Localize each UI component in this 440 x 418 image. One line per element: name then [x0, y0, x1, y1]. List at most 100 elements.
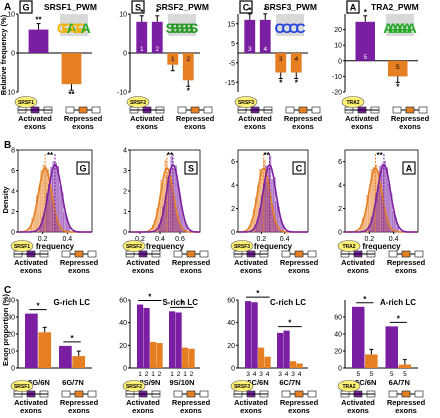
protein-bubble: [230, 240, 254, 252]
repressed-exons-label: Repressed: [172, 398, 211, 407]
data-bar: [264, 356, 271, 368]
significance-marker: **: [377, 151, 384, 160]
bar-number-label: 5: [390, 371, 394, 378]
data-bar: [25, 313, 38, 368]
pictogram-exon: [87, 250, 97, 258]
y-tick-label: -5: [229, 60, 235, 67]
significance-marker: *: [70, 334, 74, 343]
data-bar: [188, 348, 195, 368]
exons-word: exons: [24, 122, 46, 131]
exons-word: exons: [288, 406, 310, 415]
panel-letter-box: [76, 161, 90, 175]
y-tick-label: 20: [334, 27, 342, 34]
pictogram-repressed-exon: [78, 106, 88, 114]
exons-word: exons: [132, 266, 154, 275]
panel-title: SRSF1_PWM: [44, 2, 97, 12]
logo-letter: G: [62, 20, 73, 36]
histogram-bar: [168, 180, 171, 233]
pictogram-exon: [285, 106, 295, 114]
pictogram-exon: [311, 106, 321, 114]
panel-title: SRSF3_PWM: [264, 2, 317, 12]
logo-letter: G: [57, 20, 68, 36]
data-bar: [244, 19, 256, 54]
exons-word: exons: [20, 406, 42, 415]
histogram-bar: [45, 193, 48, 233]
row-a-y-label: Relative frequency (%): [0, 14, 8, 95]
repressed-exons-label: Repressed: [280, 258, 319, 267]
x-axis-label: frequency: [146, 242, 185, 251]
panel-letter: A: [406, 164, 413, 174]
significance-marker: *: [187, 86, 191, 95]
activated-exons-label: Activated: [234, 398, 268, 407]
x-tick-label: 0.4: [280, 236, 290, 243]
y-tick-label: 20: [119, 343, 127, 350]
bar-number-label: 3: [291, 371, 295, 378]
logo-letter: S: [189, 20, 198, 36]
protein-label: SRSF3: [238, 100, 254, 106]
y-tick-label: 3: [123, 168, 127, 175]
bar-number-label: 2: [190, 371, 194, 378]
activated-exons-label: Activated: [126, 258, 160, 267]
density-curve: [130, 163, 200, 233]
bar-number-label: 4: [263, 46, 267, 53]
logo-letter: A: [402, 20, 412, 36]
bar-number-label: 1: [171, 56, 175, 63]
exons-word: exons: [184, 122, 206, 131]
protein-bubble: [10, 380, 34, 392]
logo-letter: S: [180, 20, 189, 36]
bar-number-label: 5: [370, 371, 374, 378]
protein-bubble: [122, 240, 146, 252]
row-c-y-label: Exon proportion (%): [1, 293, 10, 366]
logo-letter: A: [383, 20, 393, 36]
y-tick-label: 0: [11, 366, 15, 373]
data-bar: [28, 29, 49, 53]
exons-word: exons: [180, 406, 202, 415]
row-letter-c: C: [4, 285, 11, 296]
pictogram-repressed-exon: [294, 390, 304, 398]
pictogram-exon: [281, 250, 291, 258]
protein-bubble: [10, 240, 34, 252]
protein-bubble: [14, 96, 38, 108]
y-tick-label: 0: [123, 51, 127, 58]
y-tick-label: 20: [334, 349, 342, 356]
data-bar: [290, 53, 302, 73]
y-tick-label: 0: [231, 366, 235, 373]
significance-marker: *: [264, 6, 268, 15]
panel-title: G-rich LC: [54, 298, 91, 307]
protein-bubble: [230, 380, 254, 392]
exons-word: exons: [399, 122, 421, 131]
protein-label: SRSF2: [126, 244, 142, 250]
data-bar: [169, 311, 176, 368]
exons-word: exons: [347, 406, 369, 415]
repressed-exons-label: Repressed: [284, 114, 323, 123]
panel-letter-box: [239, 0, 253, 14]
density-curve: [345, 163, 418, 233]
histogram-bar: [265, 165, 267, 233]
panel-letter: C: [243, 3, 250, 13]
data-bar: [251, 302, 258, 368]
protein-label: SRSF2: [130, 100, 146, 106]
activated-exons-label: Activated: [234, 258, 268, 267]
y-tick-label: 2: [123, 189, 127, 196]
pictogram-repressed-exon: [405, 106, 415, 114]
activated-exons-label: Activated: [345, 114, 379, 123]
protein-label: SRSF3: [234, 384, 250, 390]
logo-letter: C: [288, 20, 298, 36]
exons-word: exons: [395, 406, 417, 415]
pictogram-repressed-exon: [190, 106, 200, 114]
pictogram-exon: [388, 390, 398, 398]
y-tick-label: 20: [227, 343, 235, 350]
panel-letter: G: [22, 3, 29, 13]
bar-number-label: 4: [285, 371, 289, 378]
activated-exon-pictogram: SRSF3: [234, 96, 273, 114]
protein-bubble: [122, 380, 146, 392]
y-tick-label: 0: [338, 366, 342, 373]
exons-word: exons: [240, 266, 262, 275]
exons-word: exons: [395, 266, 417, 275]
significance-marker: *: [156, 8, 160, 17]
y-tick-label: 10: [7, 349, 15, 356]
data-bar: [61, 53, 82, 85]
x-tick-label: 0.6: [175, 236, 185, 243]
